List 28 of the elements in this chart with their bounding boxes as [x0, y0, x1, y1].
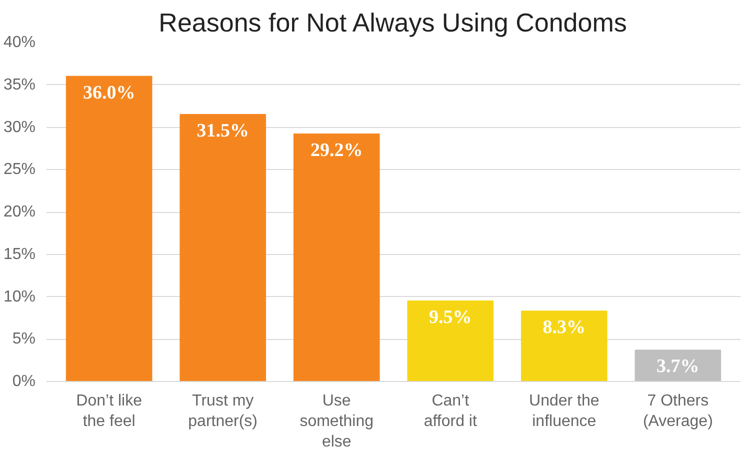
chart-title: Reasons for Not Always Using Condoms: [158, 8, 627, 38]
data-label: 8.3%: [542, 317, 586, 338]
x-tick-label: 7 Others (Average): [642, 392, 713, 430]
y-tick-label: 30%: [3, 118, 36, 136]
bar: [634, 350, 722, 382]
y-tick-label: 20%: [3, 204, 36, 220]
y-tick-label: 40%: [3, 34, 36, 51]
y-tick-label: 5%: [12, 330, 36, 348]
bar: [407, 300, 494, 382]
data-label: 29.2%: [310, 140, 363, 162]
x-tick-label: Trust my partner(s): [188, 392, 258, 430]
data-label: 9.5%: [429, 306, 472, 328]
bar: [180, 114, 266, 382]
x-tick-label: Under the influence: [529, 392, 600, 430]
bar: [520, 310, 608, 382]
data-label: 36.0%: [82, 82, 136, 104]
y-tick-label: 15%: [3, 246, 36, 263]
y-tick-label: 35%: [3, 76, 36, 94]
bar: [293, 134, 380, 382]
x-tick-label: Don’t like the feel: [76, 392, 142, 430]
y-tick-label: 0%: [12, 373, 36, 390]
x-tick-label: Can’t afford it: [424, 392, 478, 430]
x-tick-label: Use something else: [300, 392, 374, 450]
y-tick-label: 25%: [3, 161, 36, 178]
y-tick-label: 10%: [3, 288, 36, 306]
bar: [66, 76, 152, 382]
data-label: 31.5%: [196, 120, 249, 142]
data-label: 3.7%: [656, 356, 700, 378]
